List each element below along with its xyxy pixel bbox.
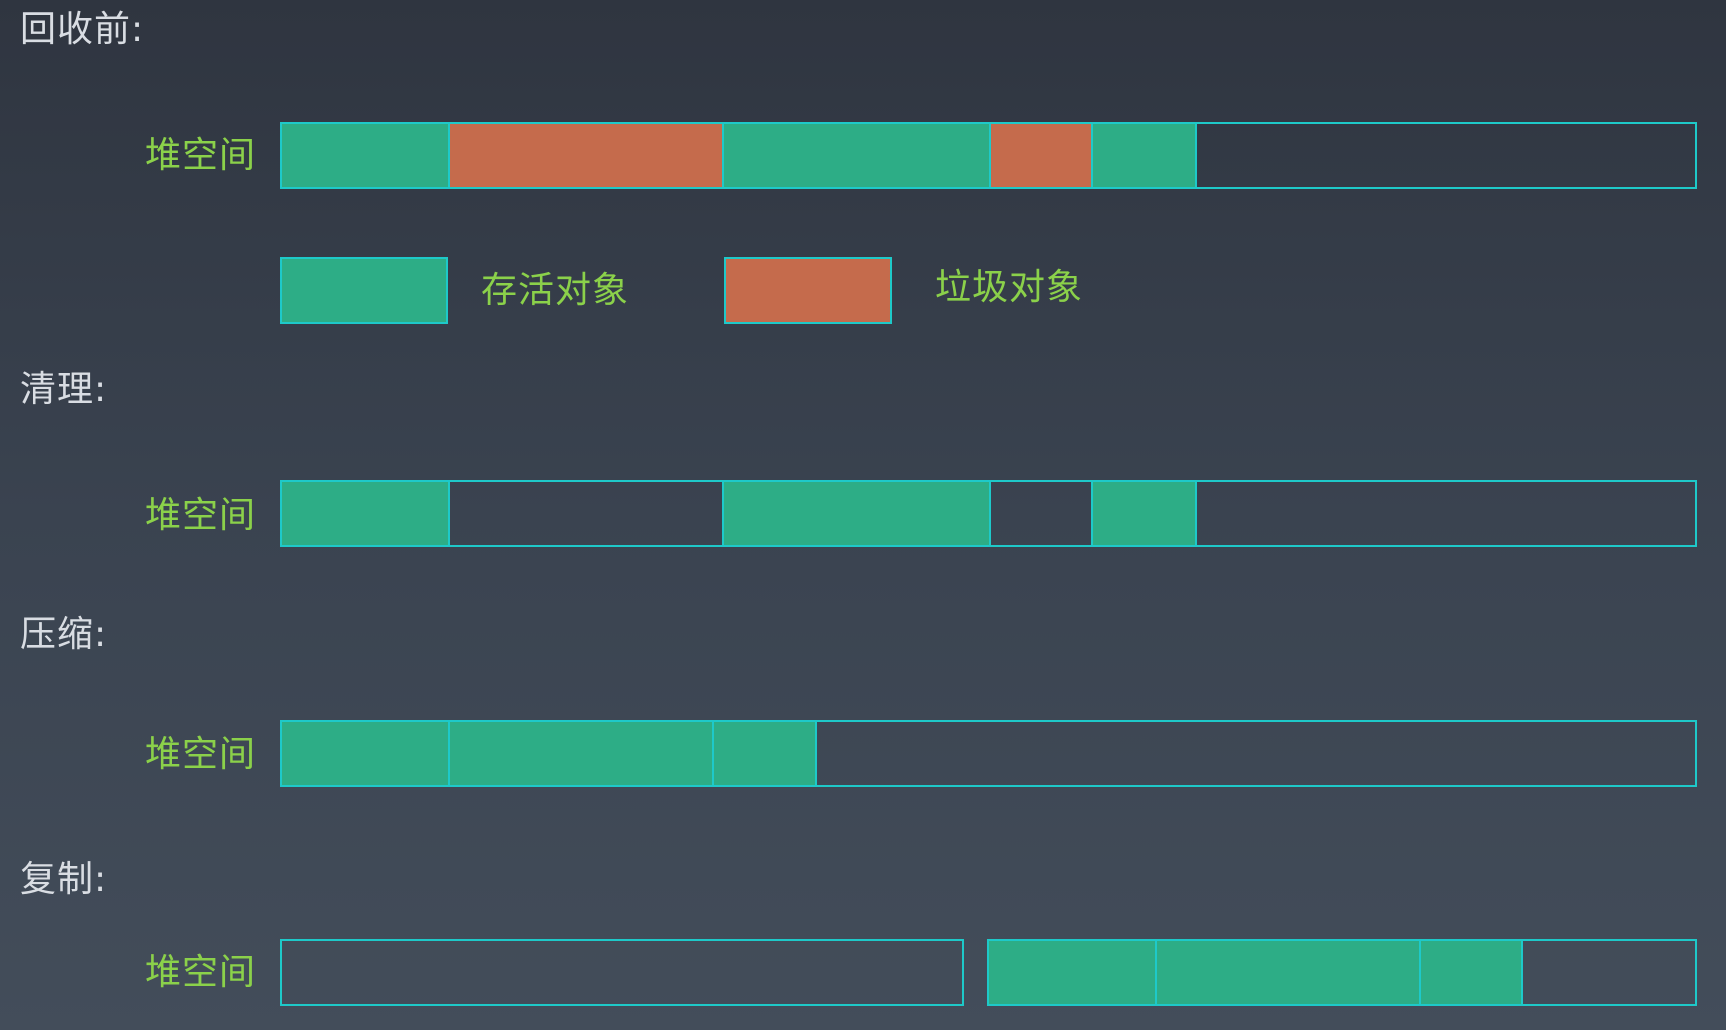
- garbage-object-segment: [988, 124, 1091, 187]
- heap-bar-compact: [280, 720, 1697, 787]
- live-object-segment: [1090, 482, 1195, 545]
- garbage-object-segment: [447, 124, 723, 187]
- live-object-segment: [722, 482, 989, 545]
- live-object-segment: [989, 941, 1155, 1004]
- live-object-segment: [1418, 941, 1522, 1004]
- legend-live-label: 存活对象: [481, 270, 630, 311]
- heap-label-compact: 堆空间: [145, 734, 257, 775]
- live-object-segment: [712, 722, 816, 785]
- empty-object-segment: [815, 722, 1695, 785]
- heap-label-before: 堆空间: [145, 135, 257, 176]
- empty-object-segment: [988, 482, 1091, 545]
- live-object-segment: [282, 482, 448, 545]
- empty-object-segment: [1194, 124, 1695, 187]
- live-object-segment: [722, 124, 989, 187]
- empty-object-segment: [447, 482, 723, 545]
- section-title-compact: 压缩:: [20, 614, 108, 655]
- legend-garbage-swatch: [724, 257, 892, 324]
- heap-label-sweep: 堆空间: [145, 495, 257, 536]
- heap-label-copy: 堆空间: [145, 952, 257, 993]
- empty-object-segment: [282, 941, 962, 1004]
- empty-object-segment: [1521, 941, 1695, 1004]
- section-title-before: 回收前:: [20, 9, 145, 50]
- live-object-segment: [1090, 124, 1195, 187]
- heap-bar-before: [280, 122, 1697, 189]
- heap-bar-copy-from: [280, 939, 964, 1006]
- heap-bar-copy-to: [987, 939, 1697, 1006]
- legend-garbage-label: 垃圾对象: [935, 267, 1084, 308]
- section-title-sweep: 清理:: [20, 369, 108, 410]
- live-object-segment: [282, 124, 448, 187]
- live-object-segment: [447, 722, 713, 785]
- legend-live-swatch: [280, 257, 448, 324]
- heap-bar-sweep: [280, 480, 1697, 547]
- section-title-copy: 复制:: [20, 859, 108, 900]
- live-object-segment: [1154, 941, 1419, 1004]
- empty-object-segment: [1194, 482, 1695, 545]
- live-object-segment: [282, 722, 448, 785]
